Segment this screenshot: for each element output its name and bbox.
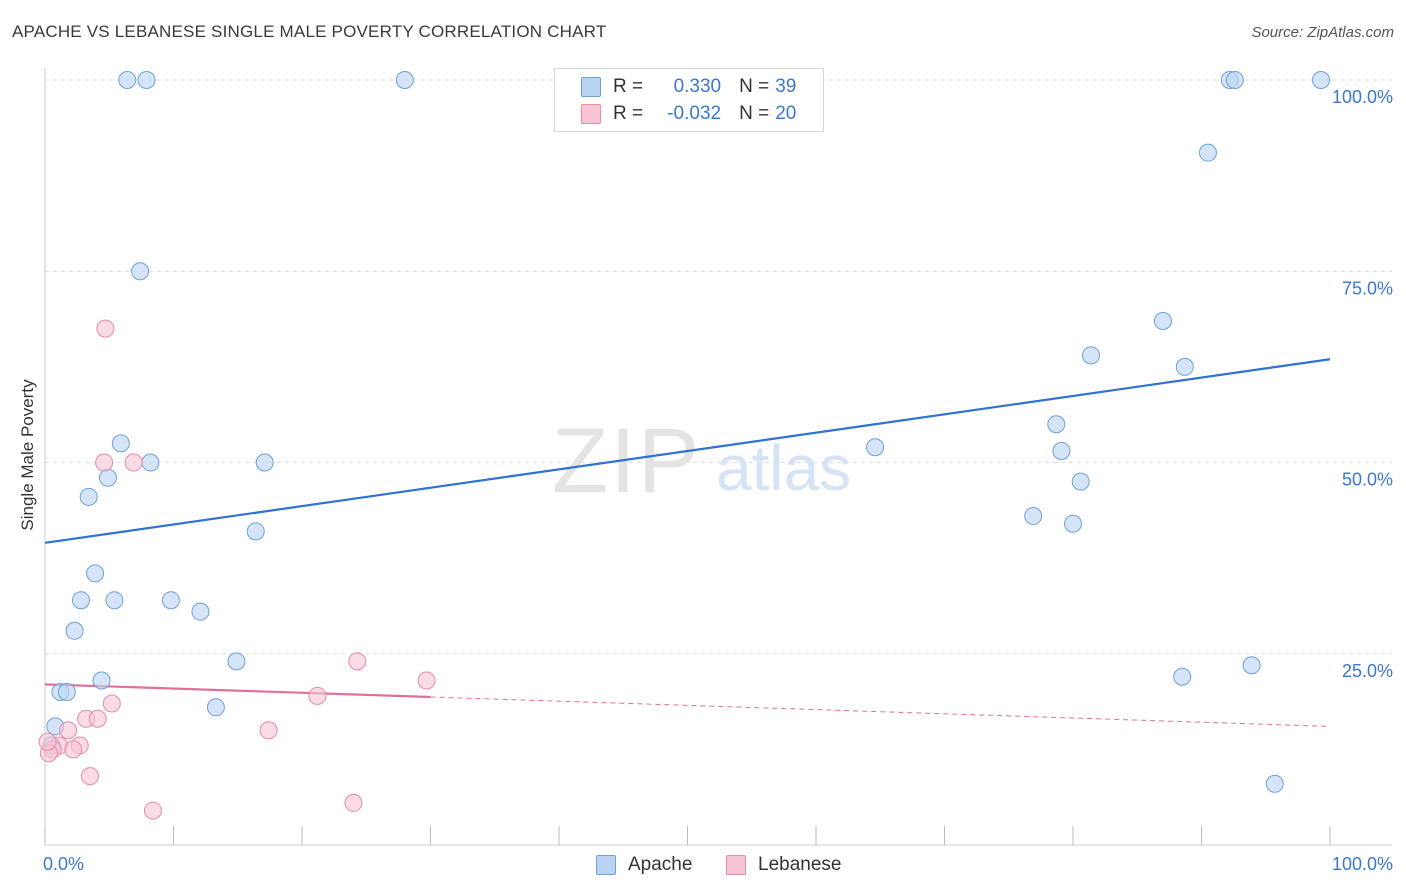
apache-point — [1064, 514, 1082, 533]
legend-r-label: R = — [613, 76, 644, 97]
apache-point — [246, 522, 265, 541]
y-tick-label: 50.0% — [1342, 470, 1393, 490]
apache-point — [866, 438, 885, 457]
legend-r-value: 0.330 — [673, 76, 722, 97]
apache-point — [1312, 71, 1331, 89]
lebanese-legend-label: Lebanese — [758, 854, 842, 875]
lebanese-point — [417, 671, 436, 690]
watermark-zip: ZIP — [552, 410, 701, 512]
apache-point — [65, 621, 84, 640]
y-tick-label: 100.0% — [1332, 87, 1393, 107]
lebanese-trend-extension — [430, 696, 1331, 727]
apache-point — [191, 602, 210, 621]
apache-point — [98, 468, 117, 487]
apache-point — [206, 698, 225, 717]
lebanese-swatch — [581, 104, 601, 124]
trend-lines — [44, 358, 1331, 727]
apache-point — [1024, 507, 1043, 526]
apache-point — [1242, 656, 1261, 675]
apache-point — [111, 434, 130, 453]
apache-point — [161, 591, 180, 610]
legend-row-apache: R = 0.330 N = 39 — [581, 75, 796, 99]
zipatlas-watermark: ZIP atlas — [552, 410, 851, 512]
apache-point — [1153, 311, 1172, 330]
lebanese-point — [38, 732, 57, 751]
apache-point — [1071, 472, 1090, 491]
apache-trend-line — [44, 358, 1331, 544]
apache-point — [255, 453, 274, 472]
bottom-legend-apache: Apache — [596, 852, 692, 878]
legend-r-label: R = — [613, 103, 644, 124]
lebanese-point — [308, 686, 327, 705]
apache-swatch — [581, 77, 601, 97]
apache-point — [395, 71, 414, 89]
apache-point — [1052, 442, 1071, 461]
apache-point — [1198, 143, 1217, 162]
lebanese-point — [95, 453, 114, 472]
x-tick-label: 100.0% — [1332, 854, 1393, 874]
lebanese-point — [80, 767, 99, 786]
y-tick-label: 25.0% — [1342, 661, 1393, 681]
legend-r-value: -0.032 — [667, 103, 722, 124]
watermark-atlas: atlas — [716, 432, 851, 504]
lebanese-point — [64, 740, 83, 759]
apache-point — [1225, 71, 1244, 89]
legend-n-value: 20 — [775, 103, 797, 124]
lebanese-legend-swatch — [726, 855, 746, 875]
lebanese-point — [102, 694, 121, 713]
apache-point — [92, 671, 111, 690]
correlation-legend: R = 0.330 N = 39 R = -0.032 N = 20 — [554, 68, 824, 132]
apache-legend-swatch — [596, 855, 616, 875]
apache-point — [79, 487, 98, 506]
lebanese-point — [59, 721, 78, 740]
lebanese-point — [96, 319, 115, 338]
bottom-legend-lebanese: Lebanese — [726, 852, 841, 878]
tick-labels: 25.0% 50.0% 75.0% 100.0% 0.0% 100.0% — [43, 87, 1393, 874]
apache-legend-label: Apache — [628, 854, 693, 875]
apache-point — [227, 652, 246, 671]
lebanese-trend-line — [44, 683, 431, 699]
apache-point — [1081, 346, 1100, 365]
legend-n-value: 39 — [775, 76, 797, 97]
legend-n-label: N = — [739, 76, 770, 97]
lebanese-point — [344, 793, 363, 812]
apache-point — [118, 71, 137, 89]
lebanese-point — [259, 721, 278, 740]
apache-point — [1173, 667, 1192, 686]
apache-point — [137, 71, 156, 89]
chart-title: APACHE VS LEBANESE SINGLE MALE POVERTY C… — [12, 22, 607, 41]
apache-point — [141, 453, 160, 472]
apache-point — [57, 683, 76, 701]
apache-point — [105, 591, 124, 610]
apache-point — [86, 564, 105, 583]
apache-point — [1047, 415, 1066, 434]
apache-point — [1265, 774, 1284, 793]
lebanese-point — [348, 652, 367, 671]
lebanese-point — [143, 801, 162, 820]
legend-row-lebanese: R = -0.032 N = 20 — [581, 102, 796, 126]
lebanese-point — [124, 453, 143, 472]
x-tick-label: 0.0% — [43, 854, 84, 874]
axes — [44, 68, 1392, 846]
apache-point — [131, 262, 150, 281]
apache-point — [1175, 357, 1194, 376]
y-tick-label: 75.0% — [1342, 278, 1393, 298]
lebanese-point — [88, 709, 107, 728]
legend-n-label: N = — [739, 103, 770, 124]
source-credit: Source: ZipAtlas.com — [1251, 24, 1394, 41]
apache-point — [71, 591, 90, 610]
data-points — [38, 71, 1331, 820]
